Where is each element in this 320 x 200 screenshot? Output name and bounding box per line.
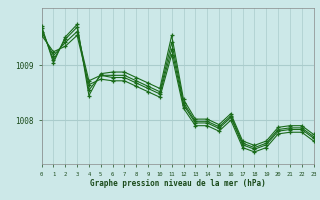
X-axis label: Graphe pression niveau de la mer (hPa): Graphe pression niveau de la mer (hPa) bbox=[90, 179, 266, 188]
